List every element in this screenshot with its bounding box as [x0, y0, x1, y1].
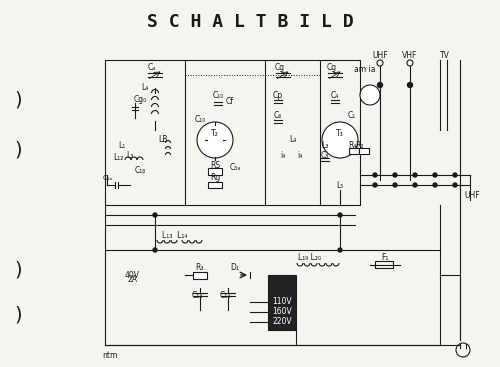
Text: L₅: L₅	[336, 181, 344, 189]
Text: R₂: R₂	[356, 141, 364, 149]
Circle shape	[453, 173, 457, 177]
Bar	[359, 148, 369, 154]
Circle shape	[338, 213, 342, 217]
Text: C₄: C₄	[331, 91, 339, 99]
Text: L₄: L₄	[142, 84, 148, 92]
Text: L₁: L₁	[118, 141, 126, 149]
Text: i₄: i₄	[298, 150, 302, 160]
Circle shape	[453, 183, 457, 187]
Text: T₂: T₂	[211, 128, 219, 138]
Text: C₁ₐ: C₁ₐ	[103, 175, 113, 181]
Text: Cg: Cg	[327, 63, 337, 73]
Circle shape	[378, 83, 382, 87]
Circle shape	[197, 122, 233, 158]
Text: D₁: D₁	[230, 264, 239, 273]
Text: Rg: Rg	[210, 174, 220, 182]
Text: 160V: 160V	[272, 308, 292, 316]
Circle shape	[408, 83, 412, 87]
Text: ntm: ntm	[102, 350, 118, 360]
Text: RS: RS	[210, 160, 220, 170]
Text: TV: TV	[440, 51, 450, 59]
Text: R₄: R₄	[348, 141, 356, 149]
Circle shape	[360, 85, 380, 105]
Text: R₃: R₃	[196, 264, 204, 273]
Text: UHF: UHF	[372, 51, 388, 59]
Text: C₅ₐ: C₅ₐ	[230, 164, 240, 172]
Text: C₁: C₁	[348, 110, 356, 120]
Text: L₁₉ L₂₀: L₁₉ L₂₀	[298, 254, 322, 262]
Text: F₁: F₁	[382, 254, 388, 262]
Text: 40V: 40V	[124, 270, 140, 280]
Text: S C H A L T B I L D: S C H A L T B I L D	[146, 13, 354, 31]
Text: 110V: 110V	[272, 298, 292, 306]
Text: L₃: L₃	[322, 141, 328, 149]
Text: VHF: VHF	[402, 51, 417, 59]
Text: ): )	[14, 141, 22, 160]
Text: i₄: i₄	[280, 150, 285, 160]
Text: LB: LB	[158, 135, 168, 145]
Text: L₄: L₄	[290, 135, 296, 145]
Text: C₈: C₈	[321, 150, 329, 160]
Text: Cp: Cp	[273, 91, 283, 99]
Bar	[105, 60, 360, 205]
Bar	[268, 275, 296, 330]
Circle shape	[322, 122, 358, 158]
Bar	[349, 148, 359, 154]
Text: T₃: T₃	[336, 128, 344, 138]
Text: L₃: L₃	[126, 150, 134, 160]
Circle shape	[373, 183, 377, 187]
Text: Cₐ: Cₐ	[148, 63, 156, 73]
Text: 220V: 220V	[272, 317, 292, 327]
Bar	[208, 182, 222, 188]
Text: ): )	[14, 261, 22, 280]
Circle shape	[153, 213, 157, 217]
Text: Cg: Cg	[275, 63, 285, 73]
Circle shape	[413, 183, 417, 187]
Text: C₁₀: C₁₀	[194, 116, 205, 124]
Text: C₁₃: C₁₃	[192, 291, 202, 301]
Circle shape	[393, 183, 397, 187]
Text: C₁₄: C₁₄	[220, 291, 230, 301]
Text: C₆: C₆	[274, 110, 282, 120]
Text: L₁₂: L₁₂	[113, 153, 123, 163]
Bar	[193, 272, 207, 279]
Circle shape	[413, 173, 417, 177]
Text: am ia: am ia	[354, 65, 376, 75]
Circle shape	[153, 248, 157, 252]
Text: C₁ᵦ: C₁ᵦ	[134, 166, 145, 174]
Text: Cf: Cf	[226, 98, 234, 106]
Circle shape	[338, 248, 342, 252]
Circle shape	[433, 173, 437, 177]
Text: 2A: 2A	[127, 276, 137, 284]
Text: Cg₀: Cg₀	[134, 95, 146, 105]
Bar	[208, 168, 222, 175]
Text: ): )	[14, 305, 22, 324]
Circle shape	[433, 183, 437, 187]
Text: C₁₀: C₁₀	[212, 91, 224, 99]
Text: ): )	[14, 91, 22, 109]
Circle shape	[373, 173, 377, 177]
Text: UHF: UHF	[464, 190, 480, 200]
Text: L₁₃  L₁₄: L₁₃ L₁₄	[162, 230, 188, 240]
Circle shape	[393, 173, 397, 177]
Bar	[375, 261, 393, 268]
